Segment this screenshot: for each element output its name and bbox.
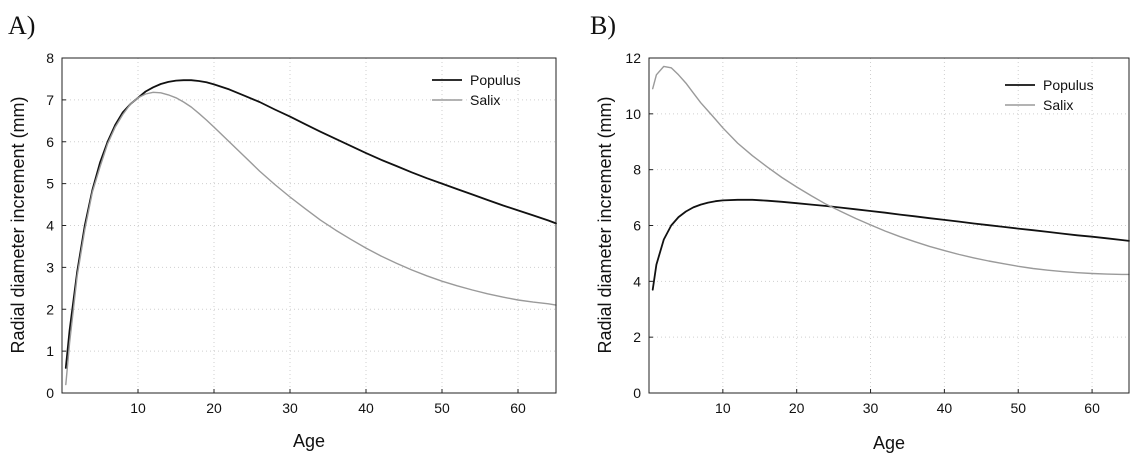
series-line-salix [65, 91, 557, 386]
y-tick-label: 1 [46, 343, 54, 359]
x-tick-label: 20 [206, 400, 222, 416]
y-tick-label: 4 [633, 273, 641, 289]
panel-a-x-axis-title: Age [293, 431, 325, 451]
y-tick-label: 5 [46, 176, 54, 192]
x-tick-label: 60 [510, 400, 526, 416]
x-tick-label: 50 [1010, 400, 1026, 416]
panel-b-x-ticks: 10 20 30 40 50 60 [715, 389, 1100, 416]
x-tick-label: 10 [715, 400, 731, 416]
x-tick-label: 10 [130, 400, 146, 416]
panel-a-series [64, 79, 557, 386]
y-tick-label: 3 [46, 259, 54, 275]
series-line-salix [652, 65, 1130, 276]
legend-label-populus: Populus [470, 72, 521, 88]
panel-b: B) 0 2 4 6 8 10 12 10 20 30 40 50 60 Age Radial dia… [590, 11, 1130, 453]
legend-label-salix: Salix [470, 92, 500, 108]
legend-label-populus: Populus [1043, 77, 1094, 93]
y-tick-label: 7 [46, 92, 54, 108]
y-tick-label: 2 [46, 301, 54, 317]
panel-a-y-axis-title: Radial diameter increment (mm) [8, 96, 28, 353]
panel-b-x-axis-title: Age [873, 433, 905, 453]
y-tick-label: 0 [46, 385, 54, 401]
series-line-populus [651, 198, 1130, 291]
x-tick-label: 20 [789, 400, 805, 416]
x-tick-label: 40 [937, 400, 953, 416]
y-tick-label: 8 [46, 50, 54, 66]
panel-a-grid [62, 58, 556, 393]
x-tick-label: 30 [282, 400, 298, 416]
y-tick-label: 0 [633, 385, 641, 401]
y-tick-label: 12 [625, 50, 641, 66]
x-tick-label: 60 [1084, 400, 1100, 416]
panel-a-y-ticks: 0 1 2 3 4 5 6 7 8 [46, 50, 66, 401]
panel-a-plot-frame [61, 57, 557, 394]
x-tick-label: 30 [863, 400, 879, 416]
panel-b-grid [649, 58, 1129, 393]
panel-b-legend: Populus Salix [1005, 77, 1094, 113]
panel-a-x-ticks: 10 20 30 40 50 60 [130, 389, 526, 416]
x-tick-label: 40 [358, 400, 374, 416]
panel-a-legend: Populus Salix [432, 72, 521, 108]
panel-a: A) 0 1 2 3 4 5 6 7 8 10 20 30 40 50 60 Age Radial dia… [8, 11, 557, 451]
panel-a-label: A) [8, 11, 35, 40]
y-tick-label: 8 [633, 162, 641, 178]
y-tick-label: 4 [46, 218, 54, 234]
panel-b-y-axis-title: Radial diameter increment (mm) [595, 96, 615, 353]
panel-b-series [651, 65, 1130, 291]
y-tick-label: 6 [633, 218, 641, 234]
panel-b-label: B) [590, 11, 616, 40]
panel-b-y-ticks: 0 2 4 6 8 10 12 [625, 50, 653, 401]
series-line-populus [64, 79, 557, 369]
legend-label-salix: Salix [1043, 97, 1073, 113]
y-tick-label: 6 [46, 134, 54, 150]
y-tick-label: 2 [633, 329, 641, 345]
x-tick-label: 50 [434, 400, 450, 416]
y-tick-label: 10 [625, 106, 641, 122]
